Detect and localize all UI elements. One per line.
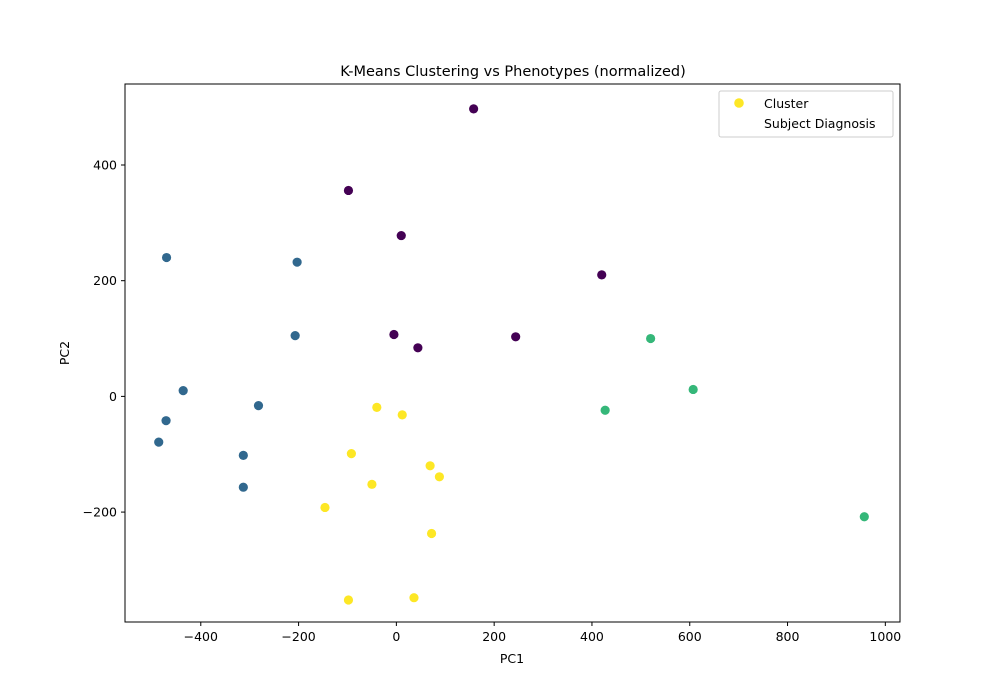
data-point-cluster-4-1 [372, 402, 382, 412]
x-tick-label: 200 [482, 629, 506, 644]
y-axis: −200 0 200 400 [83, 157, 125, 520]
data-point-cluster-1-4 [597, 270, 607, 280]
data-point-cluster-2-3 [290, 331, 300, 341]
chart-title: K-Means Clustering vs Phenotypes (normal… [340, 64, 686, 80]
x-axis-label: PC1 [500, 651, 524, 666]
x-tick-label: 0 [392, 629, 400, 644]
data-point-cluster-4-10 [409, 593, 419, 603]
legend-marker-cluster [734, 98, 744, 108]
data-point-cluster-4-2 [397, 410, 407, 420]
legend-label-cluster: Cluster [764, 96, 809, 111]
y-axis-label: PC2 [57, 341, 72, 365]
legend: Cluster Subject Diagnosis [718, 90, 894, 138]
data-point-cluster-2-1 [161, 252, 172, 263]
data-point-cluster-2-6 [253, 401, 264, 411]
data-point-cluster-1-2 [343, 185, 354, 196]
plot-frame [124, 83, 901, 623]
x-tick-label: 600 [678, 629, 702, 644]
data-point-cluster-2-5 [161, 416, 171, 426]
data-point-cluster-4-4 [425, 461, 435, 471]
data-point-cluster-2-4 [178, 386, 188, 396]
data-point-cluster-2-2 [292, 257, 302, 267]
y-tick-label: 200 [93, 273, 117, 288]
data-point-cluster-3-4 [859, 512, 869, 522]
data-point-cluster-2-9 [238, 482, 248, 492]
legend-label-subject-diagnosis: Subject Diagnosis [764, 116, 875, 131]
data-point-cluster-3-1 [646, 333, 656, 344]
y-tick-label: −200 [83, 505, 117, 520]
data-point-cluster-1-5 [389, 329, 399, 340]
y-tick-label: 400 [93, 157, 117, 172]
x-tick-label: −200 [281, 629, 315, 644]
data-point-cluster-1-7 [511, 332, 521, 342]
data-point-cluster-4-9 [343, 595, 354, 605]
data-point-cluster-2-8 [238, 450, 248, 460]
legend-box [718, 90, 894, 138]
data-points [154, 104, 869, 605]
x-axis: −400 −200 0 200 400 600 800 1000 [184, 622, 901, 644]
data-point-cluster-1-1 [469, 104, 479, 114]
data-point-cluster-4-5 [434, 472, 445, 482]
data-point-cluster-4-3 [346, 449, 356, 459]
data-point-cluster-3-3 [600, 405, 610, 415]
data-point-cluster-3-2 [688, 384, 698, 395]
x-tick-label: −400 [184, 629, 218, 644]
x-tick-label: 400 [580, 629, 604, 644]
data-point-cluster-1-6 [413, 343, 423, 353]
data-point-cluster-4-6 [367, 479, 377, 489]
x-tick-label: 800 [776, 629, 800, 644]
y-tick-label: 0 [109, 389, 117, 404]
data-point-cluster-2-7 [154, 437, 164, 447]
x-tick-label: 1000 [869, 629, 901, 644]
data-point-cluster-4-8 [426, 528, 437, 539]
data-point-cluster-1-3 [396, 230, 406, 241]
data-point-cluster-4-7 [320, 502, 330, 513]
